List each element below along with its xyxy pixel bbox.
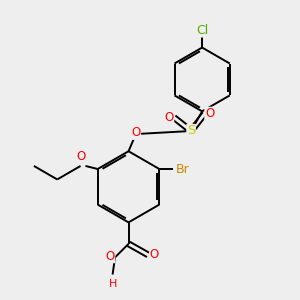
Text: O: O	[106, 250, 115, 262]
Text: Br: Br	[176, 163, 190, 176]
Text: O: O	[205, 107, 214, 120]
Text: H: H	[108, 279, 117, 289]
Text: O: O	[76, 150, 85, 163]
Text: O: O	[164, 111, 174, 124]
Text: O: O	[131, 126, 140, 139]
Text: O: O	[150, 248, 159, 261]
Text: S: S	[187, 124, 195, 137]
Text: Cl: Cl	[196, 24, 208, 37]
